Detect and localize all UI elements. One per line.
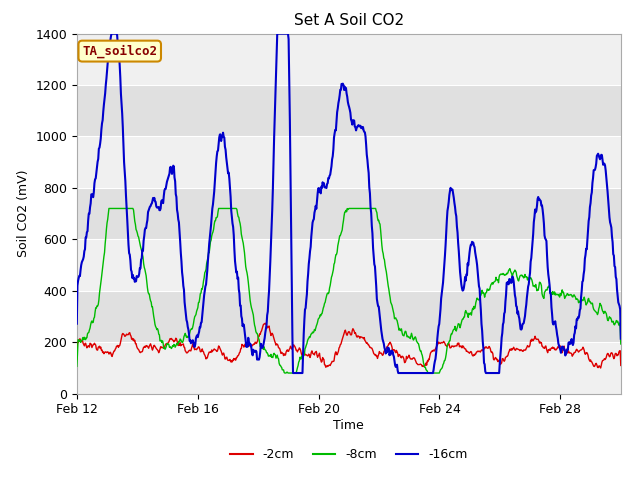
Y-axis label: Soil CO2 (mV): Soil CO2 (mV) (17, 170, 29, 257)
Bar (77, 291, 621, 342)
Legend: -2cm, -8cm, -16cm: -2cm, -8cm, -16cm (225, 443, 472, 466)
X-axis label: Time: Time (333, 419, 364, 432)
Title: Set A Soil CO2: Set A Soil CO2 (294, 13, 404, 28)
Text: TA_soilco2: TA_soilco2 (82, 44, 157, 58)
Bar (77, 85, 621, 136)
Bar (77, 188, 621, 240)
